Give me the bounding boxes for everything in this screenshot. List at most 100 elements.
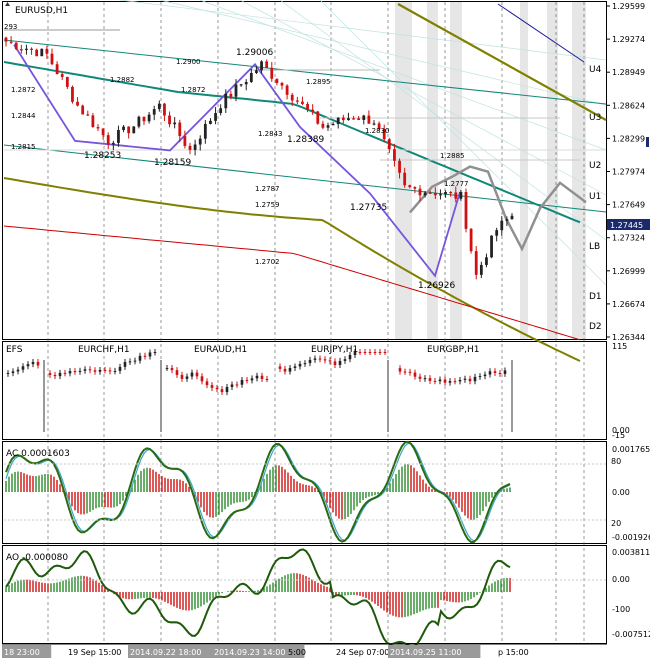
candle-body bbox=[382, 129, 386, 140]
efs-candle-body bbox=[98, 369, 102, 372]
candle-body bbox=[25, 48, 28, 50]
price-annotation-label: 1.2759 bbox=[255, 201, 280, 209]
candle-body bbox=[418, 188, 422, 196]
candle-body bbox=[444, 191, 447, 195]
efs-candle-body bbox=[88, 369, 92, 371]
efs-candle-body bbox=[133, 360, 137, 362]
efs-candle-body bbox=[143, 355, 147, 357]
candle-body bbox=[367, 115, 371, 124]
candle-body bbox=[495, 230, 499, 236]
price-annotation-label: 1.2844 bbox=[11, 112, 36, 120]
price-annotation-label: 1.2872 bbox=[181, 86, 206, 94]
channel-upper-line bbox=[3, 39, 607, 105]
efs-candle-body bbox=[175, 370, 179, 375]
candle-body bbox=[505, 219, 509, 221]
time-axis-label: 2014.09.23 14:00 bbox=[214, 648, 285, 657]
axis-label: 1.29599 bbox=[612, 2, 645, 11]
candle-body bbox=[485, 257, 488, 265]
candle-body bbox=[122, 126, 125, 130]
price-annotation-label: 1.28389 bbox=[287, 135, 324, 145]
efs-candle-body bbox=[185, 376, 189, 379]
efs-candle-body bbox=[368, 352, 372, 353]
candle-body bbox=[224, 93, 228, 109]
candle-body bbox=[316, 111, 320, 124]
candle-body bbox=[157, 103, 161, 110]
candle-body bbox=[127, 126, 131, 134]
efs-pane-title: EFS bbox=[6, 345, 23, 355]
price-annotation-label: 1.2895 bbox=[306, 78, 331, 86]
candle-body bbox=[71, 86, 74, 102]
candle-body bbox=[285, 85, 289, 95]
ac-pane-title: AC 0.0001603 bbox=[6, 449, 70, 459]
ao-axis-label: -100 bbox=[612, 605, 630, 614]
time-axis-label: p 15:00 bbox=[498, 648, 529, 657]
candle-body bbox=[219, 108, 223, 114]
time-label-highlight bbox=[388, 645, 481, 658]
candle-body bbox=[500, 220, 504, 231]
candle-body bbox=[137, 116, 141, 127]
efs-candle-body bbox=[138, 355, 142, 361]
pane-titles: EURUSD,H1 EFS AC 0.0001603 AO -0.000080 bbox=[5, 2, 70, 563]
candle-body bbox=[76, 101, 79, 106]
candle-body bbox=[55, 64, 59, 75]
efs-candle-body bbox=[205, 381, 209, 386]
price-annotation-label: 1.2900 bbox=[176, 58, 201, 66]
price-axis: 1.29599 1.29274 1.28949 1.28624 1.28299 1.279… bbox=[589, 2, 650, 639]
candle-body bbox=[326, 125, 330, 128]
price-annotation-label: 293 bbox=[4, 23, 17, 31]
candle-body bbox=[433, 192, 437, 196]
efs-candle-body bbox=[478, 376, 482, 378]
axis-label: 1.26999 bbox=[612, 267, 645, 276]
axis-label: 1.26344 bbox=[612, 333, 645, 342]
efs-candle-body bbox=[353, 352, 357, 356]
candle-body bbox=[362, 115, 366, 120]
axis-label: 1.26674 bbox=[612, 300, 645, 309]
channel-label: U3 bbox=[589, 113, 601, 123]
candle-body bbox=[142, 116, 146, 122]
efs-candle-body bbox=[278, 366, 282, 369]
time-axis-label: 2014.09.25 11:00 bbox=[390, 648, 461, 657]
efs-candle-body bbox=[68, 371, 72, 374]
efs-candle-body bbox=[283, 368, 287, 372]
efs-candle-body bbox=[118, 366, 122, 371]
candle-body bbox=[106, 135, 110, 145]
candle-body bbox=[163, 103, 166, 116]
efs-candle-body bbox=[78, 370, 82, 372]
axis-label: 1.27649 bbox=[612, 201, 645, 210]
efs-candle-body bbox=[235, 384, 239, 386]
axis-label: 1.27974 bbox=[612, 168, 645, 177]
candle-body bbox=[255, 70, 258, 73]
olive-trend-line bbox=[397, 3, 607, 121]
efs-candle-body bbox=[210, 385, 214, 388]
channel-faint-line bbox=[279, 0, 607, 241]
ao-main-line bbox=[5, 548, 511, 648]
candle-body bbox=[234, 84, 238, 97]
ac-main-line bbox=[5, 440, 511, 544]
efs-candle-body bbox=[220, 389, 224, 393]
price-annotation-label: 1.2843 bbox=[258, 130, 283, 138]
efs-pane: EURCHF,H1 EURAUD,H1 EURJPY,H1 EURGBP,H1 bbox=[6, 345, 513, 432]
efs-candle-body bbox=[195, 372, 199, 377]
candle-body bbox=[244, 81, 248, 85]
current-price-label: 1.27445 bbox=[610, 221, 643, 230]
channel-faint-line bbox=[239, 0, 607, 196]
efs-candle-body bbox=[428, 378, 432, 381]
candle-body bbox=[347, 118, 350, 121]
efs-candle-body bbox=[403, 371, 407, 373]
candle-body bbox=[35, 49, 39, 57]
efs-candle-body bbox=[498, 372, 502, 374]
efs-candle-body bbox=[63, 372, 67, 374]
candle-body bbox=[413, 187, 417, 189]
candle-body bbox=[96, 127, 100, 129]
candle-body bbox=[459, 192, 463, 199]
efs-axis-label: 0.00 bbox=[612, 426, 630, 435]
candle-body bbox=[229, 93, 233, 97]
candle-body bbox=[45, 48, 49, 54]
efs-subchart-title: EURCHF,H1 bbox=[78, 345, 130, 355]
price-annotation-label: 1.28253 bbox=[84, 151, 121, 161]
axis-label: 1.28299 bbox=[612, 134, 645, 143]
efs-candle-body bbox=[413, 372, 417, 377]
candle-body bbox=[4, 37, 8, 42]
efs-candle-body bbox=[313, 358, 317, 360]
